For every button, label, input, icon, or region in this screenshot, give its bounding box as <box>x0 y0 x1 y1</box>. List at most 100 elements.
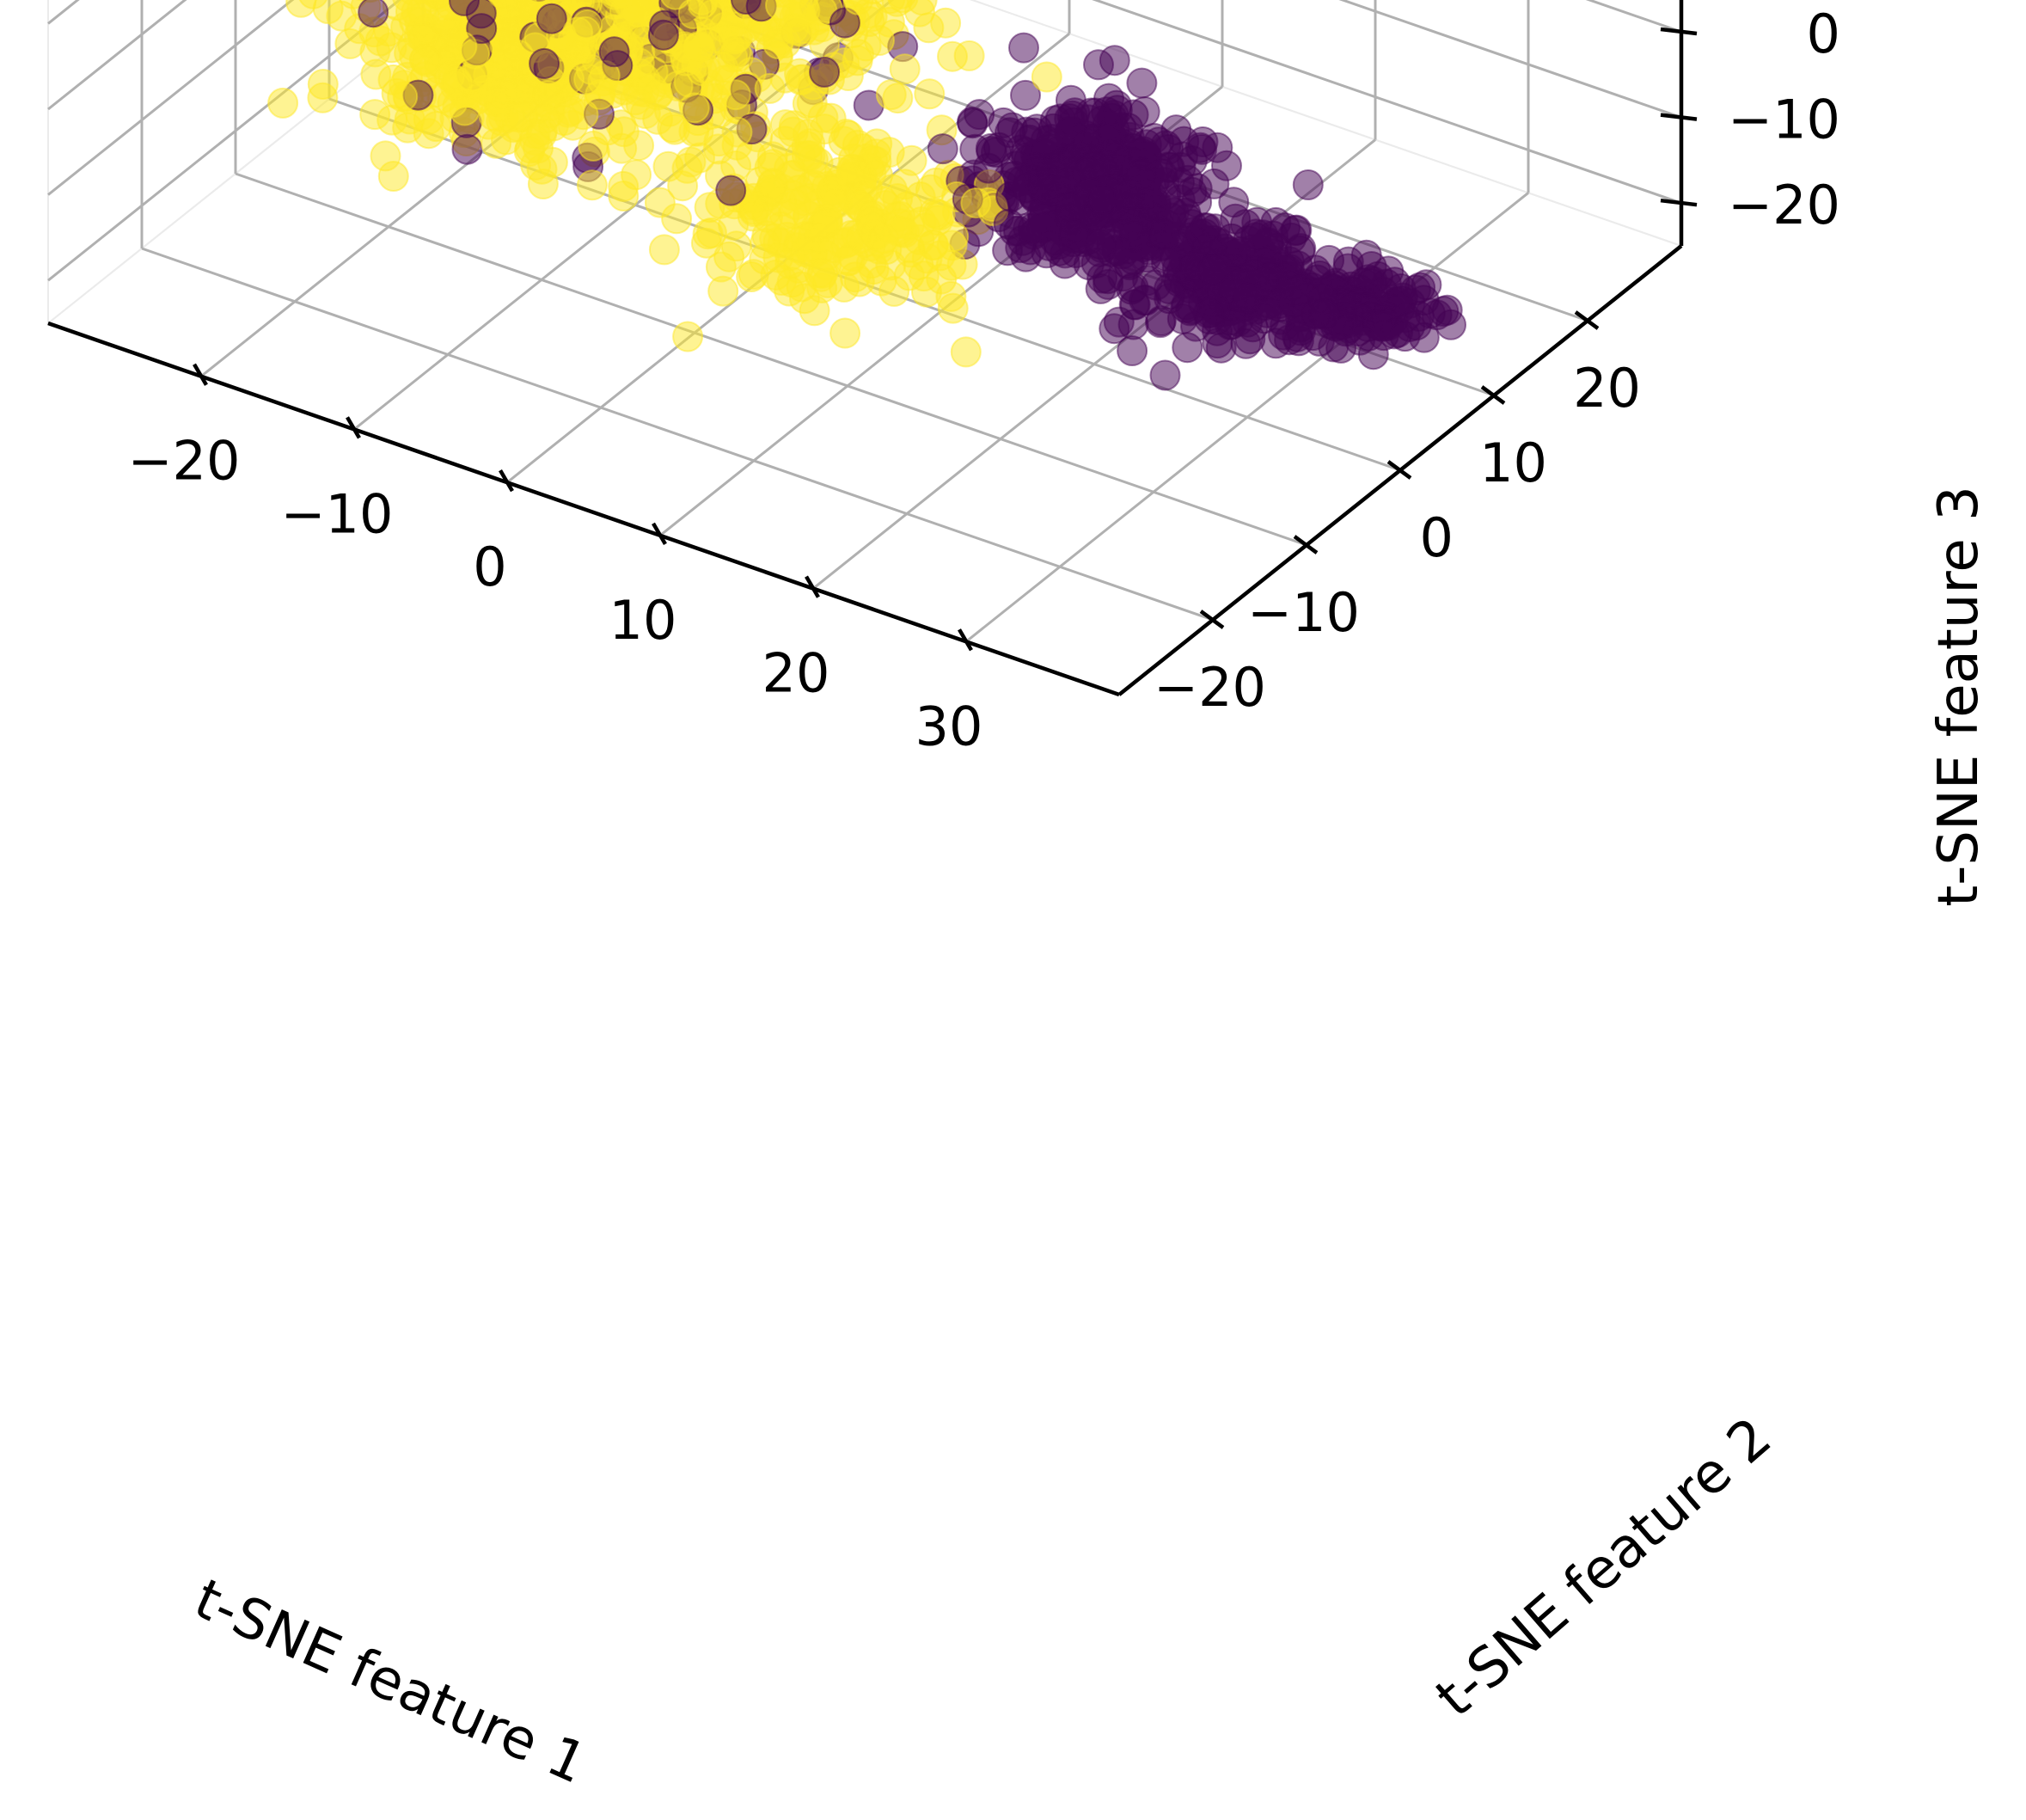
data-point <box>267 87 299 119</box>
data-point <box>1055 192 1086 224</box>
grid-line-z <box>47 0 295 196</box>
data-point <box>1308 298 1340 330</box>
grid-line-y <box>235 172 1307 547</box>
data-point <box>598 36 630 68</box>
data-point <box>683 30 715 62</box>
data-point <box>1099 45 1130 77</box>
data-point <box>446 31 478 62</box>
data-point <box>1240 218 1272 250</box>
scatter-points <box>267 0 1466 391</box>
data-point <box>647 19 679 51</box>
data-point <box>927 133 958 165</box>
data-point <box>843 39 874 70</box>
data-point <box>705 251 737 283</box>
grid-line-z <box>47 0 187 111</box>
data-point <box>875 79 907 111</box>
tick-mark <box>1293 535 1319 555</box>
data-point <box>913 12 945 44</box>
data-point <box>1031 174 1062 205</box>
tick-mark <box>1199 610 1225 629</box>
data-point <box>789 0 821 27</box>
data-point <box>567 99 599 131</box>
data-point <box>576 169 608 201</box>
data-point <box>469 74 501 106</box>
data-point <box>721 116 753 148</box>
data-point <box>370 140 401 172</box>
tick-mark <box>346 416 361 439</box>
data-point <box>608 0 636 9</box>
data-point <box>867 223 899 254</box>
data-point <box>754 72 786 104</box>
x-axis-label: t-SNE feature 1 <box>185 1567 595 1797</box>
data-point <box>938 221 970 253</box>
data-point <box>672 321 704 352</box>
data-point <box>960 187 992 219</box>
data-point <box>1357 339 1389 371</box>
x-tick-label: 30 <box>915 695 983 757</box>
data-point <box>904 181 936 212</box>
data-point <box>769 126 801 157</box>
data-point <box>451 133 483 165</box>
tick-mark <box>1386 460 1412 480</box>
data-point <box>829 317 861 349</box>
data-point <box>420 111 452 143</box>
data-point <box>719 79 751 111</box>
data-point <box>661 203 693 235</box>
data-point <box>908 260 940 292</box>
tick-mark <box>1660 113 1698 121</box>
data-point <box>846 0 872 7</box>
data-point <box>1172 332 1203 364</box>
data-point <box>718 209 750 241</box>
data-point <box>1197 254 1228 286</box>
data-point <box>817 182 848 214</box>
data-point <box>953 40 985 71</box>
data-point <box>935 280 967 312</box>
data-point <box>660 0 690 10</box>
z-tick-label: −10 <box>1728 89 1840 151</box>
data-point <box>307 69 339 100</box>
data-point <box>765 186 797 218</box>
data-point <box>1118 221 1150 253</box>
y-axis-label: t-SNE feature 2 <box>1424 1406 1784 1730</box>
grid-line-y <box>141 247 1214 622</box>
y-tick-label: 10 <box>1479 432 1547 494</box>
data-point <box>906 0 938 16</box>
data-point <box>358 0 389 28</box>
data-point <box>1126 67 1158 99</box>
data-point <box>694 192 725 224</box>
tick-mark <box>499 469 514 493</box>
data-point <box>488 0 517 9</box>
data-point <box>1191 212 1222 243</box>
data-point <box>1107 260 1139 292</box>
data-point <box>494 101 526 132</box>
x-tick-label: 20 <box>762 642 830 705</box>
data-point <box>449 0 480 16</box>
data-point <box>760 259 792 291</box>
data-point <box>832 245 864 277</box>
z-axis-label: t-SNE feature 3 <box>1927 486 1991 907</box>
data-point <box>1058 218 1090 250</box>
data-point <box>502 39 534 70</box>
data-point <box>392 112 424 144</box>
data-point <box>430 0 456 7</box>
data-point <box>1117 99 1149 131</box>
data-point <box>1117 335 1148 366</box>
back-pane <box>970 0 1682 248</box>
data-point <box>1218 187 1250 218</box>
data-point <box>678 92 710 124</box>
y-tick-label: −10 <box>1247 581 1360 644</box>
data-point <box>523 132 554 164</box>
data-point <box>1211 150 1242 181</box>
data-point <box>995 181 1027 212</box>
data-point <box>480 127 512 159</box>
grid-line-z <box>1092 0 1682 205</box>
data-point <box>1232 282 1264 314</box>
data-point <box>1205 332 1237 364</box>
data-point <box>387 81 419 113</box>
data-point <box>636 72 668 104</box>
tick-mark <box>652 522 667 546</box>
tick-mark <box>958 628 973 652</box>
data-point <box>1155 202 1187 234</box>
data-point <box>565 40 597 71</box>
